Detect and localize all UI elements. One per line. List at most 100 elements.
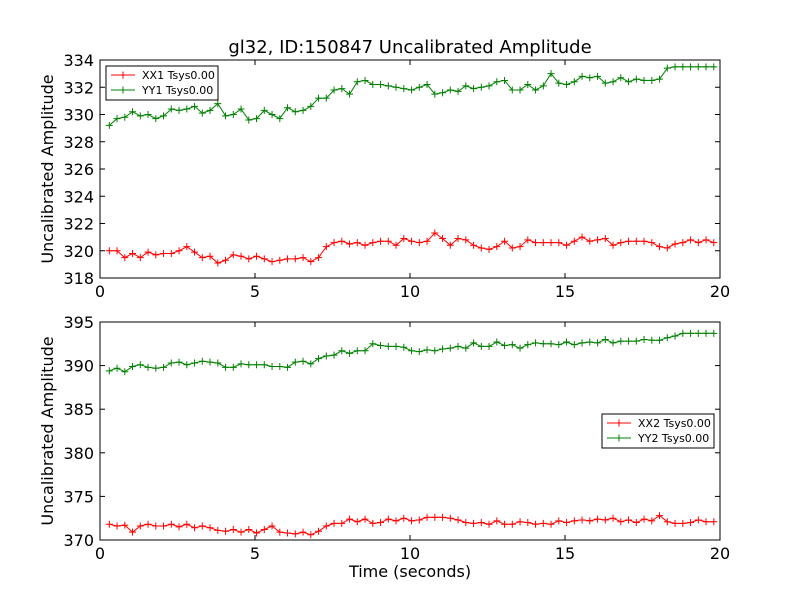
data-point [245, 526, 253, 534]
data-point [307, 360, 315, 368]
data-point [113, 522, 121, 530]
y-tick-label: 318 [63, 269, 94, 288]
data-point [284, 529, 292, 537]
data-point [439, 234, 447, 242]
data-point [710, 518, 718, 526]
data-point [206, 358, 214, 366]
data-point [392, 241, 400, 249]
data-point [439, 513, 447, 521]
data-point [439, 345, 447, 353]
data-point [338, 237, 346, 245]
data-point [400, 514, 408, 522]
data-point [694, 329, 702, 337]
data-point [477, 83, 485, 91]
data-point [160, 522, 168, 530]
data-point [594, 72, 602, 80]
data-point [408, 347, 416, 355]
data-point [222, 256, 230, 264]
data-point [222, 527, 230, 535]
data-point [144, 363, 152, 371]
data-point [322, 522, 330, 530]
data-point [229, 251, 237, 259]
data-point [315, 355, 323, 363]
data-point [268, 111, 276, 118]
data-point [260, 255, 268, 263]
data-point [191, 102, 199, 110]
data-point [640, 76, 648, 84]
data-point [152, 115, 160, 123]
data-point [640, 237, 648, 245]
data-point [175, 106, 183, 114]
data-point [198, 357, 206, 365]
data-point [291, 255, 299, 263]
data-point [353, 518, 361, 526]
data-point [625, 516, 633, 524]
data-point [648, 517, 656, 525]
data-point [431, 229, 439, 237]
data-point [431, 90, 439, 98]
data-point [167, 359, 175, 367]
data-point [609, 514, 617, 522]
data-point [322, 352, 330, 360]
data-point [369, 81, 377, 89]
y-tick-label: 334 [63, 51, 94, 70]
data-point [454, 234, 462, 242]
data-point [617, 239, 625, 247]
data-point [656, 75, 664, 83]
data-point [640, 335, 648, 343]
data-point [578, 233, 586, 241]
x-tick-label: 10 [400, 544, 420, 563]
data-point [415, 348, 423, 356]
data-point [237, 105, 245, 113]
data-point [191, 359, 199, 367]
data-point [586, 74, 594, 82]
data-point [539, 519, 547, 527]
x-tick-label: 5 [250, 282, 260, 301]
y-axis-label: Uncalibrated Amplitude [38, 336, 57, 525]
y-axis-label: Uncalibrated Amplitude [38, 74, 57, 263]
data-point [113, 247, 121, 255]
data-point [113, 115, 121, 123]
data-point [617, 74, 625, 82]
data-point [656, 243, 664, 251]
data-point [493, 338, 501, 346]
data-point [563, 241, 571, 249]
data-point [710, 329, 718, 337]
data-point [369, 519, 377, 527]
data-point [617, 518, 625, 526]
data-point [129, 362, 137, 370]
data-point [191, 524, 199, 532]
data-point [516, 518, 524, 526]
data-point [160, 112, 168, 120]
data-point [470, 241, 478, 249]
data-point [516, 86, 524, 94]
data-point [570, 341, 578, 349]
data-point [392, 342, 400, 350]
chart-panel-2: 0 5 10 15 20 370 375 380 385 390 395 Uncalibrated A… [38, 313, 730, 581]
data-point [648, 76, 656, 84]
x-tick-label: 10 [400, 282, 420, 301]
data-point [671, 332, 679, 340]
data-point [532, 239, 540, 247]
chart-title: gl32, ID:150847 Uncalibrated Amplitude [228, 37, 591, 58]
data-point [291, 530, 299, 538]
data-point [121, 368, 129, 376]
data-point [245, 116, 253, 124]
data-point [260, 106, 268, 114]
data-point [594, 236, 602, 244]
data-point [415, 239, 423, 247]
data-point [175, 358, 183, 366]
legend-label: XX1 Tsys0.00 [142, 69, 215, 82]
data-point [555, 239, 563, 247]
data-point [291, 358, 299, 366]
data-point [129, 249, 137, 257]
data-point [601, 79, 609, 87]
data-point [694, 63, 702, 71]
data-point [299, 106, 307, 114]
data-point [671, 240, 679, 248]
data-point [532, 339, 540, 347]
data-point [330, 351, 338, 359]
data-point [307, 531, 315, 539]
data-point [105, 520, 113, 528]
data-point [687, 236, 695, 244]
